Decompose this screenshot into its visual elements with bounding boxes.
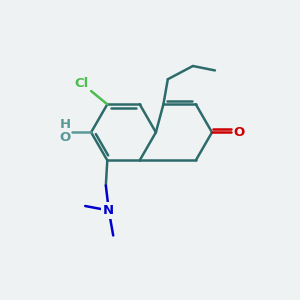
Text: H: H [59,118,70,131]
Text: N: N [103,204,114,217]
Text: O: O [233,126,245,139]
Text: Cl: Cl [74,76,89,90]
Text: O: O [59,130,70,143]
